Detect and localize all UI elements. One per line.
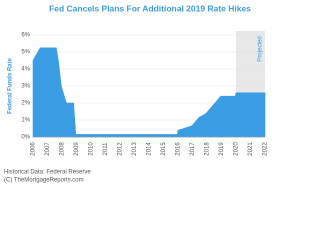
x-tick-label: 2010 xyxy=(89,142,95,156)
x-tick-label: 2015 xyxy=(161,142,167,156)
y-tick-label: 4% xyxy=(21,67,30,73)
chart: Fed Cancels Plans For Additional 2019 Ra… xyxy=(4,3,269,184)
y-tick-label: 1% xyxy=(21,118,30,124)
footer: (C) TheMortgageReports.com xyxy=(4,178,84,184)
x-tick-label: 2021 xyxy=(248,142,254,156)
y-tick-label: 6% xyxy=(21,33,30,39)
x-tick-label: 2016 xyxy=(176,142,182,156)
area xyxy=(32,47,266,138)
x-tick-label: 2018 xyxy=(205,142,211,156)
x-tick-label: 2014 xyxy=(147,142,153,156)
y-axis-label: Federal Funds Rate xyxy=(8,58,14,114)
x-tick-label: 2017 xyxy=(190,142,196,156)
x-tick-label: 2009 xyxy=(74,142,80,156)
x-tick-label: 2022 xyxy=(263,142,269,156)
footer: Historical Data: Federal Reserve xyxy=(4,170,91,176)
x-tick-label: 2020 xyxy=(234,142,240,156)
x-tick-label: 2013 xyxy=(132,142,138,156)
x-tick-label: 2011 xyxy=(103,142,109,156)
y-tick-label: 5% xyxy=(21,50,30,56)
x-tick-label: 2008 xyxy=(60,142,66,156)
x-tick-label: 2012 xyxy=(118,142,124,156)
chart-title: Fed Cancels Plans For Additional 2019 Ra… xyxy=(49,3,251,13)
x-tick-label: 2006 xyxy=(31,142,37,156)
x-tick-label: 2007 xyxy=(45,142,51,156)
y-tick-label: 2% xyxy=(21,101,30,107)
x-tick-label: 2019 xyxy=(219,142,225,156)
projected-label: Projected xyxy=(258,36,264,61)
y-tick-label: 3% xyxy=(21,84,30,90)
y-tick-label: 0% xyxy=(21,135,30,141)
